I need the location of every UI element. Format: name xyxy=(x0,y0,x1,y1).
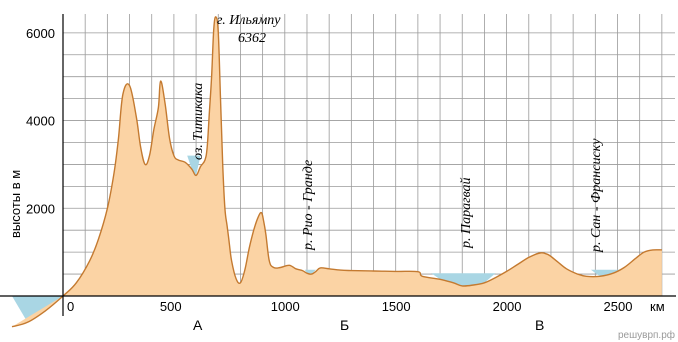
water-body xyxy=(12,296,63,323)
land-profile-area xyxy=(11,16,662,327)
axes xyxy=(0,14,676,316)
watermark: решуврп.рф xyxy=(618,329,675,341)
x-tick-label: 1000 xyxy=(271,299,300,314)
x-tick-label: 500 xyxy=(160,299,182,314)
y-axis-label: высоты в м xyxy=(8,170,23,238)
peak-label-height: 6362 xyxy=(238,31,266,46)
label-sao-francisco: р. Сан - Франсиску xyxy=(589,138,604,253)
water-body xyxy=(431,273,496,286)
y-tick-label: 6000 xyxy=(26,26,55,41)
x-tick-label: 0 xyxy=(67,299,74,314)
x-axis-unit-label: км xyxy=(650,299,665,314)
water-body xyxy=(187,155,201,176)
tick-labels: 0 500 1000 1500 2000 2500 2000 4000 6000 xyxy=(26,26,632,314)
label-paraguay: р. Парагвай xyxy=(459,177,474,249)
x-tick-label: 2500 xyxy=(604,299,633,314)
label-rio-grande: р. Рио - Гранде xyxy=(301,160,316,251)
y-tick-label: 4000 xyxy=(26,114,55,129)
y-tick-label: 2000 xyxy=(26,201,55,216)
section-label-a: А xyxy=(193,317,203,333)
x-tick-label: 2000 xyxy=(493,299,522,314)
peak-label-name: г. Ильямпу xyxy=(217,13,281,28)
label-lake-titicaca: оз. Титикака xyxy=(191,83,206,160)
section-label-b: Б xyxy=(340,317,349,333)
section-label-c: В xyxy=(535,317,544,333)
water-body xyxy=(590,269,622,277)
x-tick-label: 1500 xyxy=(382,299,411,314)
water-bodies xyxy=(12,155,622,323)
land-profile-outline xyxy=(11,16,662,328)
